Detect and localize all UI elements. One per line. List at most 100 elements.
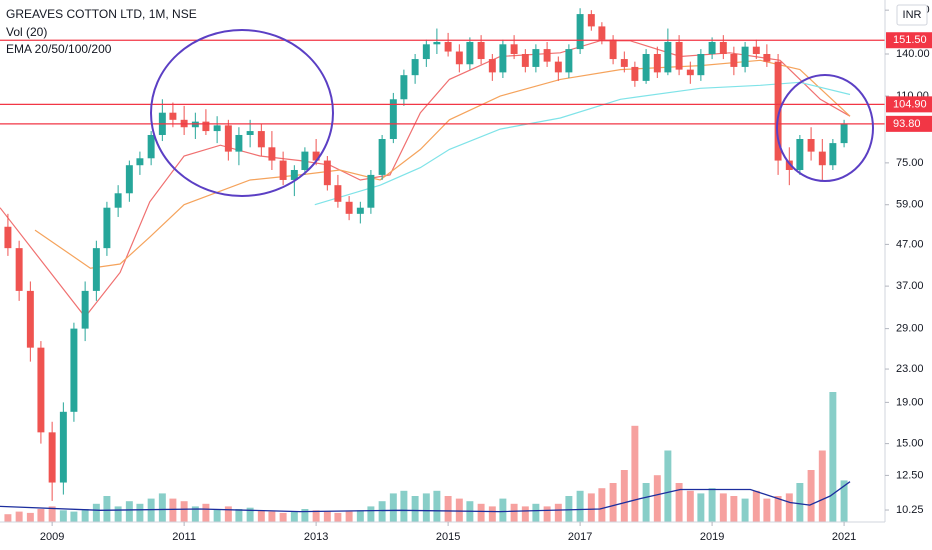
volume-bar xyxy=(741,498,749,522)
candle-body xyxy=(741,46,749,67)
volume-bar xyxy=(532,503,540,522)
candle-body xyxy=(202,121,210,132)
candle-body xyxy=(169,112,177,120)
volume-bar xyxy=(169,498,177,522)
candle-body xyxy=(147,134,155,159)
candle-body xyxy=(279,160,287,180)
y-tick-label: 12.50 xyxy=(896,469,924,481)
volume-bar xyxy=(114,506,122,522)
candle-body xyxy=(796,139,804,170)
candle-body xyxy=(807,139,815,152)
volume-bar xyxy=(312,510,320,522)
candle-body xyxy=(840,123,848,144)
volume-bar xyxy=(356,510,364,522)
candle-body xyxy=(752,46,760,55)
volume-bar xyxy=(433,490,441,522)
ema-label: EMA 20/50/100/200 xyxy=(6,42,112,56)
candle-body xyxy=(488,59,496,73)
candle-body xyxy=(103,207,111,249)
volume-bar xyxy=(246,507,254,522)
volume-bar xyxy=(279,512,287,522)
candle-body xyxy=(422,44,430,60)
volume-bar xyxy=(290,511,298,522)
volume-bar xyxy=(664,450,672,522)
volume-bar xyxy=(323,511,331,522)
candle-body xyxy=(37,347,45,433)
candle-body xyxy=(92,248,100,291)
candle-body xyxy=(587,14,595,27)
candle-body xyxy=(70,328,78,412)
candle-body xyxy=(136,158,144,166)
currency-label[interactable]: INR xyxy=(903,9,922,21)
volume-bar xyxy=(697,493,705,522)
candle-body xyxy=(81,290,89,329)
volume-bar xyxy=(719,493,727,522)
level-label: 104.90 xyxy=(893,98,927,110)
candle-body xyxy=(466,41,474,65)
volume-bar xyxy=(48,506,56,522)
volume-bar xyxy=(444,496,452,522)
volume-bar xyxy=(708,488,716,522)
volume-bar xyxy=(598,488,606,522)
y-tick-label: 37.00 xyxy=(896,280,924,292)
candle-body xyxy=(686,69,694,76)
x-tick-label: 2015 xyxy=(436,531,460,543)
candle-body xyxy=(224,125,232,152)
candle-body xyxy=(367,174,375,208)
volume-bar xyxy=(840,480,848,522)
chart-title: GREAVES COTTON LTD, 1M, NSE xyxy=(6,7,197,21)
candle-body xyxy=(389,99,397,140)
y-tick-label: 75.00 xyxy=(896,157,924,169)
volume-bar xyxy=(785,493,793,522)
volume-bar xyxy=(37,509,45,522)
volume-bar xyxy=(81,509,89,522)
volume-bar xyxy=(26,512,34,522)
candle-body xyxy=(444,41,452,52)
volume-bar xyxy=(70,511,78,522)
candle-body xyxy=(378,139,386,175)
volume-bar xyxy=(499,498,507,522)
candle-body xyxy=(345,201,353,214)
y-tick-label: 10.25 xyxy=(896,504,924,516)
candle-body xyxy=(829,143,837,166)
candle-body xyxy=(598,26,606,40)
candle-body xyxy=(290,169,298,180)
volume-bar xyxy=(488,506,496,522)
volume-bar xyxy=(653,475,661,522)
volume-bar xyxy=(125,501,133,522)
volume-bar xyxy=(103,496,111,522)
volume-bar xyxy=(818,450,826,522)
volume-bar xyxy=(147,498,155,522)
volume-bar xyxy=(422,493,430,522)
y-tick-label: 15.00 xyxy=(896,438,924,450)
candle-body xyxy=(785,160,793,170)
volume-bar xyxy=(686,490,694,522)
y-tick-label: 23.00 xyxy=(896,363,924,375)
volume-label: Vol (20) xyxy=(6,25,47,39)
volume-bar xyxy=(301,509,309,522)
candle-body xyxy=(235,134,243,152)
volume-bar xyxy=(631,425,639,522)
x-tick-label: 2011 xyxy=(172,531,196,543)
currency-box[interactable] xyxy=(896,4,928,26)
candle-body xyxy=(708,41,716,55)
x-tick-label: 2013 xyxy=(304,531,328,543)
volume-bar xyxy=(730,496,738,522)
volume-bar xyxy=(774,496,782,522)
level-label-box xyxy=(886,115,932,132)
candle-body xyxy=(510,44,518,55)
volume-bar xyxy=(158,493,166,522)
ema-line xyxy=(314,81,851,206)
y-tick-label: 19.00 xyxy=(896,396,924,408)
volume-bar xyxy=(59,510,67,522)
candle-body xyxy=(543,49,551,62)
candle-body xyxy=(576,14,584,50)
candle-body xyxy=(433,41,441,45)
plot-area xyxy=(0,8,885,522)
candle-body xyxy=(697,54,705,76)
candle-body xyxy=(4,226,12,249)
candle-body xyxy=(48,432,56,483)
candle-body xyxy=(312,151,320,161)
volume-bar xyxy=(191,506,199,522)
